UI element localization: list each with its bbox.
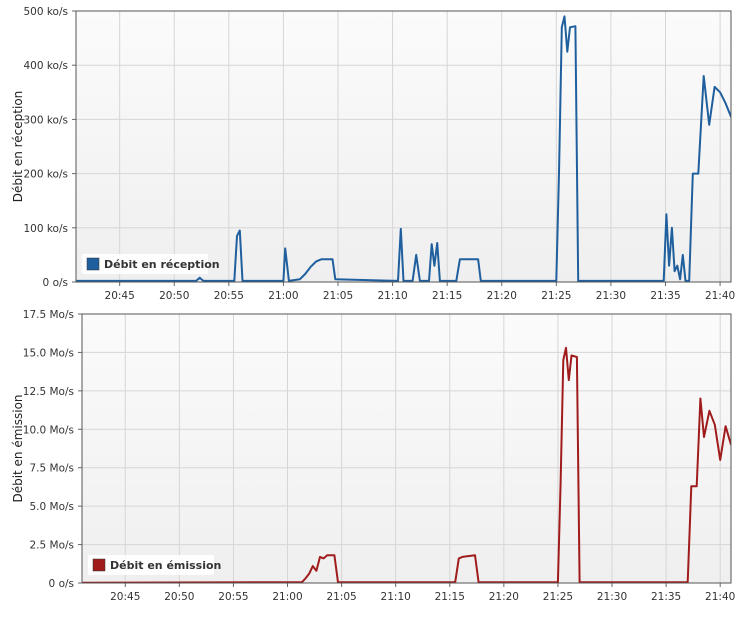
chart2-xtick-label: 21:25 — [543, 591, 573, 603]
chart2-xtick-label: 21:20 — [489, 591, 519, 603]
chart2-xtick-label: 21:05 — [326, 591, 356, 603]
chart2-ytick-label: 7.5 Mo/s — [29, 463, 74, 475]
chart2-ytick-label: 2.5 Mo/s — [29, 540, 74, 552]
chart2-ytick-label: 5.0 Mo/s — [29, 501, 74, 513]
chart1-legend-label: Débit en réception — [104, 258, 220, 271]
chart1-xtick-label: 21:15 — [432, 290, 462, 302]
chart1-xtick-label: 21:35 — [650, 290, 680, 302]
chart1-plot-border — [75, 10, 732, 283]
chart2-ylabel: Débit en émission — [11, 394, 25, 502]
chart1-ytick-label: 200 ko/s — [23, 169, 68, 181]
chart1-legend-box — [82, 254, 208, 274]
chart2-xtick-label: 20:50 — [164, 591, 194, 603]
chart2-xtick-label: 21:35 — [651, 591, 681, 603]
chart1-xtick-label: 21:20 — [487, 290, 517, 302]
chart2-ytick-label: 0 o/s — [49, 578, 74, 590]
chart2-xtick-label: 21:40 — [705, 591, 735, 603]
chart1-xtick-label: 20:45 — [105, 290, 135, 302]
chart2-legend-box — [88, 555, 214, 575]
chart1-xtick-label: 21:05 — [323, 290, 353, 302]
chart2-plot-border — [81, 313, 732, 584]
chart1-xtick-label: 21:30 — [596, 290, 626, 302]
chart1-xtick-label: 21:00 — [268, 290, 298, 302]
chart2-xtick-label: 21:10 — [381, 591, 411, 603]
chart2-series-line — [82, 346, 731, 583]
chart1-legend-swatch — [86, 257, 100, 271]
chart1-ytick-label: 500 ko/s — [23, 6, 68, 18]
chart1-ytick-label: 0 o/s — [43, 277, 68, 289]
chart2-legend-swatch — [92, 558, 106, 572]
chart2-plot-area — [82, 314, 731, 583]
chart2-xtick-label: 20:55 — [218, 591, 248, 603]
chart2-legend-label: Débit en émission — [110, 559, 221, 572]
chart1-xtick-label: 20:50 — [159, 290, 189, 302]
chart1-series-line — [76, 15, 731, 282]
chart2-xtick-label: 21:00 — [272, 591, 302, 603]
chart1-xtick-label: 21:25 — [541, 290, 571, 302]
chart1-ylabel: Débit en réception — [11, 91, 25, 203]
chart2-xtick-label: 20:45 — [110, 591, 140, 603]
chart1-xtick-label: 21:40 — [705, 290, 735, 302]
chart2-ytick-label: 12.5 Mo/s — [23, 386, 74, 398]
chart2-ytick-label: 10.0 Mo/s — [23, 424, 74, 436]
chart2-ytick-label: 17.5 Mo/s — [23, 309, 74, 321]
chart2-xtick-label: 21:30 — [597, 591, 627, 603]
chart1-ytick-label: 300 ko/s — [23, 114, 68, 126]
chart1-xtick-label: 21:10 — [377, 290, 407, 302]
chart1-plot-area — [76, 11, 731, 282]
chart2-xtick-label: 21:15 — [435, 591, 465, 603]
chart1-ytick-label: 100 ko/s — [23, 223, 68, 235]
chart2-ytick-label: 15.0 Mo/s — [23, 347, 74, 359]
chart1-xtick-label: 20:55 — [214, 290, 244, 302]
chart1-ytick-label: 400 ko/s — [23, 60, 68, 72]
